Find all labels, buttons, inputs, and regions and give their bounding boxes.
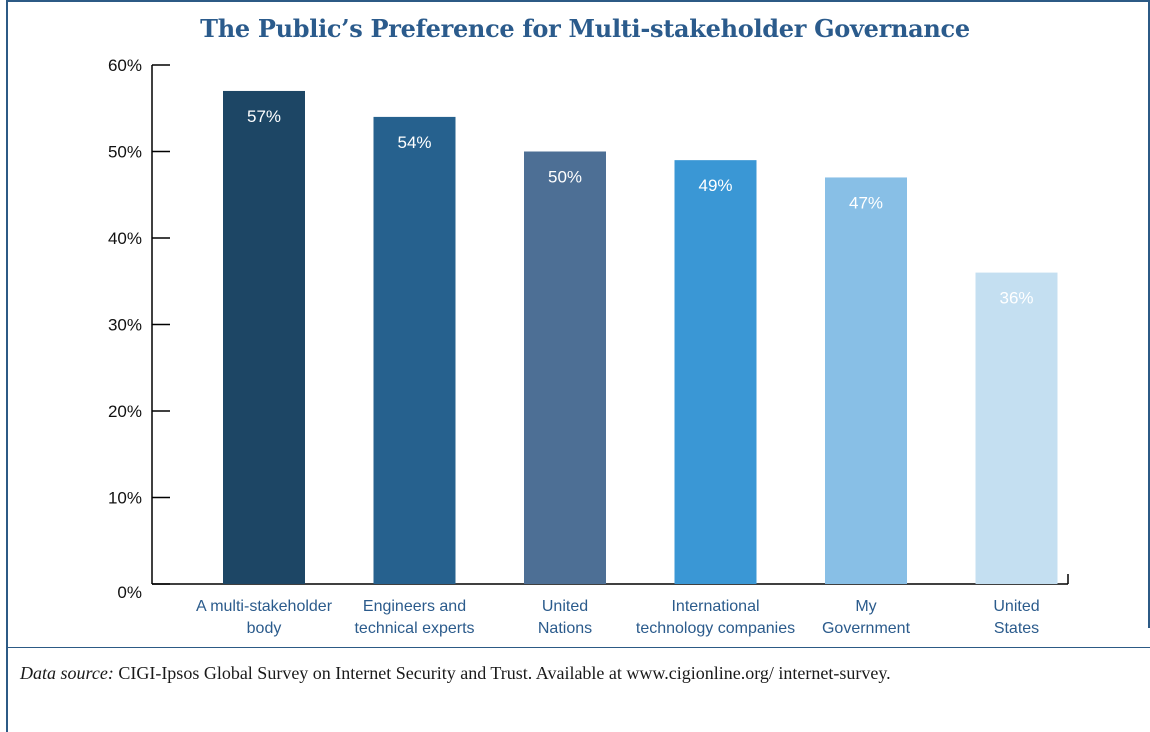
- x-tick-label: body: [247, 620, 282, 637]
- data-label: 36%: [999, 289, 1033, 308]
- y-tick-label: 10%: [108, 489, 142, 508]
- bar: [975, 272, 1058, 584]
- data-label: 54%: [397, 133, 431, 152]
- bar: [524, 151, 606, 584]
- bar: [223, 90, 305, 584]
- data-label: 57%: [247, 107, 281, 126]
- x-tick-label: United: [542, 598, 588, 615]
- x-tick-label: A multi-stakeholder: [196, 598, 333, 615]
- frame-top-border: [6, 0, 1150, 2]
- footer-divider: [6, 647, 1150, 648]
- bar-chart: 0% 10% 20% 30% 40% 50% 60% 57% A multi-stakehold…: [108, 56, 1069, 637]
- chart-title: The Public’s Preference for Multi-stakeh…: [200, 14, 970, 43]
- bar: [674, 160, 757, 584]
- bar: [373, 116, 456, 585]
- data-label: 47%: [849, 193, 883, 212]
- x-tick-label: technology companies: [636, 620, 795, 637]
- x-tick-label: My: [855, 598, 876, 615]
- x-tick-label: United: [993, 598, 1039, 615]
- y-tick-label: 50%: [108, 143, 142, 162]
- bar: [825, 177, 907, 584]
- y-tick-label: 60%: [108, 56, 142, 75]
- frame-left-border: [6, 0, 8, 732]
- y-tick-label: 30%: [108, 316, 142, 335]
- data-label: 50%: [548, 168, 582, 187]
- y-tick-label: 40%: [108, 229, 142, 248]
- data-label: 49%: [698, 176, 732, 195]
- y-tick-label: 0%: [117, 583, 142, 602]
- x-tick-label: Nations: [538, 620, 592, 637]
- x-tick-label: technical experts: [354, 620, 474, 637]
- source-note: Data source: CIGI-Ipsos Global Survey on…: [20, 660, 1150, 686]
- x-tick-label: States: [994, 620, 1039, 637]
- x-tick-label: International: [671, 598, 759, 615]
- x-tick-label: Government: [822, 620, 911, 637]
- x-tick-label: Engineers and: [363, 598, 466, 615]
- y-tick-label: 20%: [108, 402, 142, 421]
- source-text: CIGI-Ipsos Global Survey on Internet Sec…: [113, 663, 891, 683]
- source-label: Data source:: [20, 663, 114, 683]
- frame-right-border: [1148, 0, 1150, 628]
